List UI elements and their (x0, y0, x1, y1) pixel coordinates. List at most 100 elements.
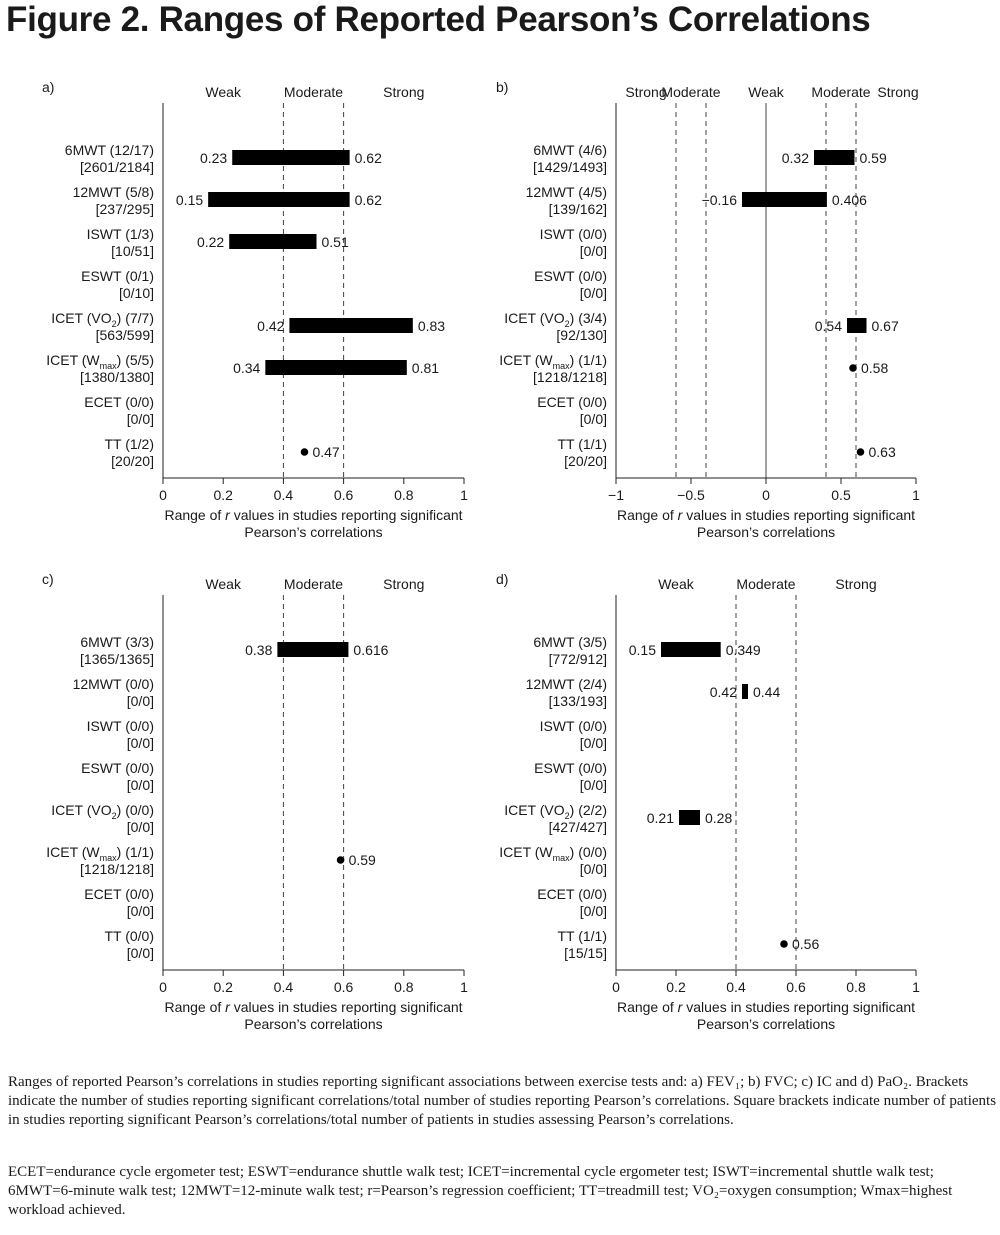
row-3: ESWT (0/0)[0/0] (534, 268, 607, 301)
category-label: ISWT (1/3) (87, 226, 154, 242)
x-tick-label: 0.8 (394, 487, 414, 503)
category-patients-label: [0/0] (580, 735, 607, 751)
zone-label: Strong (877, 84, 918, 100)
category-patients-label: [20/20] (111, 453, 154, 469)
row-7: TT (1/2)[20/20] 0.47 (104, 436, 339, 469)
zone-label: Moderate (284, 84, 343, 100)
data-point-label: 0.59 (349, 852, 376, 868)
category-patients-label: [139/162] (549, 201, 607, 217)
x-tick-label: 0.8 (846, 979, 866, 995)
row-3: ESWT (0/0)[0/0] (81, 760, 154, 793)
x-tick-label: 0.2 (213, 487, 233, 503)
x-tick-label: 0.6 (334, 487, 354, 503)
x-axis-label-line2: Pearson’s correlations (244, 1016, 382, 1032)
range-low-label: 0.54 (815, 318, 842, 334)
panel-c: c) Weak Moderate Strong 0 0.2 0.4 0.6 0.8 1 Range … (42, 571, 468, 1032)
category-patients-label: [0/0] (127, 735, 154, 751)
category-patients-label: [133/193] (549, 693, 607, 709)
category-patients-label: [0/0] (127, 777, 154, 793)
category-patients-label: [0/0] (580, 903, 607, 919)
x-tick-label: 0.6 (334, 979, 354, 995)
row-1: 12MWT (2/4)[133/193] 0.42 0.44 (526, 676, 781, 709)
x-tick-label: 0.5 (831, 487, 851, 503)
category-label: 6MWT (3/5) (533, 634, 607, 650)
category-patients-label: [20/20] (564, 453, 607, 469)
x-tick-label: 1 (912, 979, 920, 995)
category-patients-label: [2601/2184] (80, 159, 154, 175)
range-high-label: 0.406 (832, 192, 867, 208)
category-label: TT (1/1) (557, 436, 607, 452)
range-high-label: 0.616 (353, 642, 388, 658)
panel-label: d) (496, 571, 508, 587)
figure-caption-abbreviations: ECET=endurance cycle ergometer test; ESW… (8, 1164, 953, 1218)
data-point (856, 448, 865, 456)
zone-label: Weak (748, 84, 785, 100)
panel-label: b) (496, 79, 508, 95)
row-2: ISWT (0/0)[0/0] (87, 718, 154, 751)
row-7: TT (1/1)[15/15] 0.56 (557, 928, 819, 961)
range-low-label: 0.42 (257, 318, 284, 334)
category-patients-label: [0/0] (580, 285, 607, 301)
row-2: ISWT (1/3)[10/51] 0.22 0.51 (87, 226, 349, 259)
range-high-label: 0.62 (355, 150, 382, 166)
category-label: ICET (Wmax) (0/0) (499, 844, 607, 863)
category-label: ECET (0/0) (537, 886, 607, 902)
range-bar (847, 318, 867, 333)
x-tick-label: 0.2 (666, 979, 686, 995)
data-point (780, 940, 788, 948)
row-0: 6MWT (3/5)[772/912] 0.15 0.349 (533, 634, 761, 667)
range-low-label: 0.15 (176, 192, 203, 208)
range-bar (232, 150, 350, 165)
range-bar (742, 684, 748, 699)
x-tick-label: 1 (460, 487, 468, 503)
zone-label: Strong (383, 576, 424, 592)
range-high-label: 0.44 (753, 684, 780, 700)
row-4: ICET (VO2) (7/7)[563/599] 0.42 0.83 (51, 310, 445, 343)
category-patients-label: [563/599] (96, 327, 154, 343)
category-patients-label: [237/295] (96, 201, 154, 217)
category-label: ESWT (0/1) (81, 268, 154, 284)
x-tick-label: 0.2 (213, 979, 233, 995)
data-point (849, 364, 857, 372)
category-label: ECET (0/0) (537, 394, 607, 410)
category-label: ISWT (0/0) (87, 718, 154, 734)
category-label: 12MWT (2/4) (526, 676, 607, 692)
row-4: ICET (VO2) (2/2)[427/427] 0.21 0.28 (504, 802, 732, 835)
x-axis-label: Range of r values in studies reporting s… (164, 507, 462, 523)
category-label: ESWT (0/0) (81, 760, 154, 776)
x-tick-label: 0.6 (786, 979, 806, 995)
row-0: 6MWT (3/3)[1365/1365] 0.38 0.616 (80, 634, 389, 667)
x-axis-label: Range of r values in studies reporting s… (164, 999, 462, 1015)
row-3: ESWT (0/0)[0/0] (534, 760, 607, 793)
zone-label: Weak (205, 84, 242, 100)
panel-label: a) (42, 79, 54, 95)
range-bar (289, 318, 413, 333)
category-label: 6MWT (3/3) (80, 634, 154, 650)
category-label: ECET (0/0) (84, 394, 154, 410)
category-patients-label: [10/51] (111, 243, 154, 259)
x-tick-label: 1 (912, 487, 920, 503)
category-label: 6MWT (12/17) (65, 142, 154, 158)
category-label: ESWT (0/0) (534, 760, 607, 776)
row-5: ICET (Wmax) (1/1)[1218/1218] 0.58 (499, 352, 888, 385)
row-5: ICET (Wmax) (5/5)[1380/1380] 0.34 0.81 (46, 352, 439, 385)
data-point-label: 0.47 (312, 444, 339, 460)
category-label: ISWT (0/0) (540, 718, 607, 734)
x-tick-label: 0.4 (274, 979, 294, 995)
data-point-label: 0.58 (861, 360, 888, 376)
x-axis-label-line2: Pearson’s correlations (697, 1016, 835, 1032)
range-low-label: 0.15 (629, 642, 656, 658)
row-6: ECET (0/0)[0/0] (537, 886, 607, 919)
category-patients-label: [0/0] (127, 945, 154, 961)
range-bar (661, 642, 721, 657)
category-patients-label: [0/0] (127, 819, 154, 835)
x-tick-label: 0 (762, 487, 770, 503)
data-point-label: 0.63 (869, 444, 896, 460)
category-patients-label: [1380/1380] (80, 369, 154, 385)
range-low-label: 0.42 (710, 684, 737, 700)
zone-label: Moderate (736, 576, 795, 592)
row-1: 12MWT (4/5)[139/162] −0.16 0.406 (526, 184, 868, 217)
row-2: ISWT (0/0)[0/0] (540, 718, 607, 751)
x-axis-label: Range of r values in studies reporting s… (617, 999, 915, 1015)
